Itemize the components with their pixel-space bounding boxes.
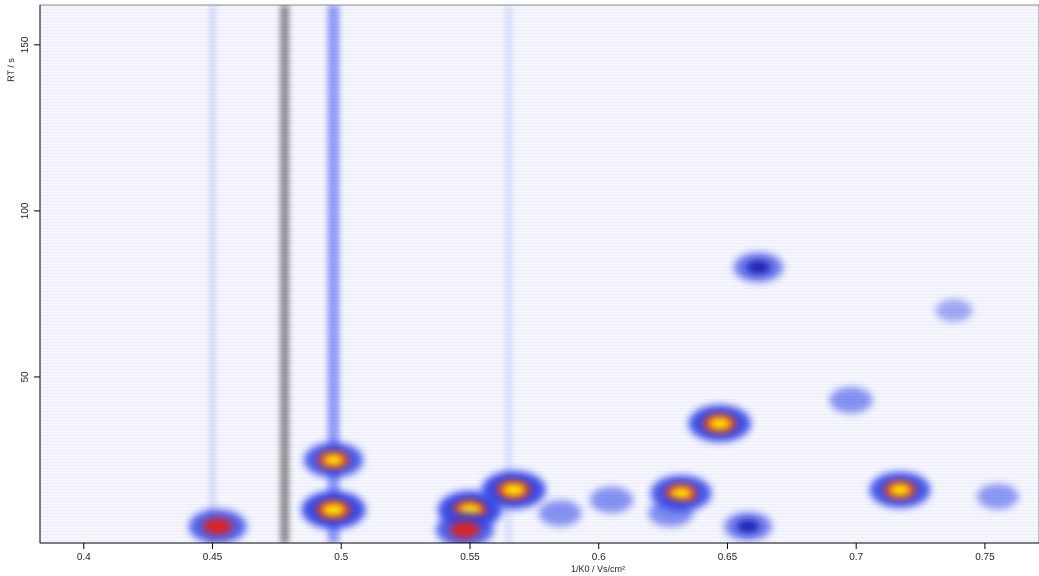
streak <box>327 5 340 543</box>
spot <box>733 252 784 283</box>
spot <box>481 470 546 509</box>
spot-halo <box>935 299 973 322</box>
streak <box>505 5 513 543</box>
y-axis-label: RT / s <box>6 58 16 82</box>
spot-peak <box>708 417 732 430</box>
spot <box>436 512 494 543</box>
y-tick-label: 100 <box>20 202 31 219</box>
x-tick-label: 0.5 <box>334 552 348 563</box>
x-axis-label: 1/K0 / Vs/cm² <box>571 564 625 574</box>
spot-peak <box>670 487 693 499</box>
spot <box>724 511 773 541</box>
spot <box>869 471 931 508</box>
spot-core <box>736 520 760 533</box>
y-tick-label: 50 <box>20 371 31 383</box>
spot <box>301 490 366 529</box>
spot-peak <box>322 454 345 466</box>
heatmap <box>188 5 1019 543</box>
x-tick-label: 0.65 <box>718 552 738 563</box>
spot <box>589 486 634 513</box>
spot-peak <box>888 484 911 496</box>
spot-peak <box>502 483 526 496</box>
spot <box>688 404 751 442</box>
x-tick-label: 0.75 <box>975 552 995 563</box>
spot <box>829 387 873 414</box>
spot <box>935 299 973 322</box>
spot-peak <box>321 503 346 516</box>
x-tick-label: 0.4 <box>77 552 91 563</box>
spot-core <box>202 518 233 535</box>
spot-halo <box>977 483 1019 510</box>
spot <box>538 499 582 527</box>
spot-core <box>746 260 771 274</box>
spot-halo <box>829 387 873 414</box>
y-tick-label: 150 <box>20 36 31 53</box>
streak <box>280 5 290 543</box>
x-tick-label: 0.55 <box>460 552 480 563</box>
spot-core <box>450 521 480 538</box>
plot-area <box>39 4 1039 544</box>
spot-halo <box>648 499 694 527</box>
spot-halo <box>538 499 582 527</box>
spot <box>188 509 247 543</box>
spot-halo <box>589 486 634 513</box>
x-tick-label: 0.45 <box>203 552 223 563</box>
streak <box>209 5 217 543</box>
spot <box>648 499 694 527</box>
spot <box>303 442 364 478</box>
spot <box>977 483 1019 510</box>
x-tick-label: 0.7 <box>849 552 863 563</box>
x-tick-label: 0.6 <box>592 552 606 563</box>
